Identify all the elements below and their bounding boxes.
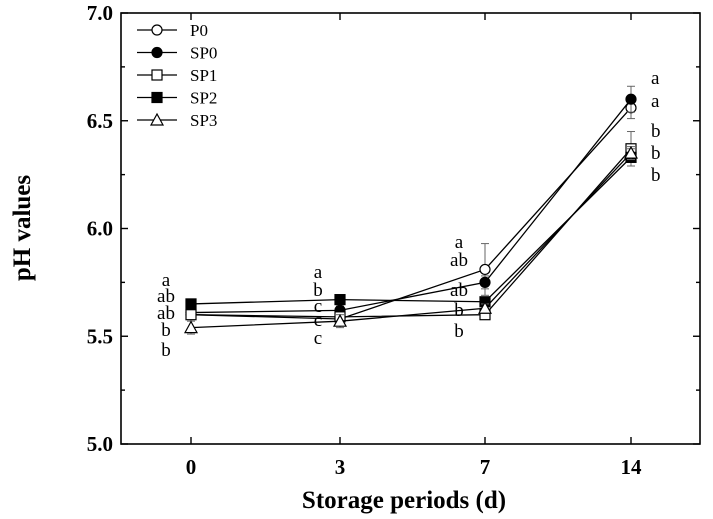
significance-label: a <box>162 270 171 291</box>
legend-item-sp2: SP2 <box>137 89 217 108</box>
data-point-sp3 <box>332 313 348 327</box>
significance-label: b <box>651 165 661 186</box>
legend-label: P0 <box>190 21 208 40</box>
x-tick-label: 7 <box>480 455 491 479</box>
legend-marker <box>151 69 163 81</box>
significance-label: ab <box>450 280 468 301</box>
y-tick-label: 5.5 <box>87 324 113 348</box>
legend-item-sp1: SP1 <box>137 66 217 85</box>
significance-label: ab <box>157 286 175 307</box>
data-point-sp3 <box>183 320 199 334</box>
significance-label: b <box>454 300 464 321</box>
data-point-sp0 <box>625 93 637 105</box>
data-point-sp3 <box>477 300 493 314</box>
legend-label: SP0 <box>190 44 217 63</box>
legend-item-p0: P0 <box>137 21 208 40</box>
y-tick-label: 6.5 <box>87 109 113 133</box>
significance-label: b <box>161 340 171 361</box>
legend-marker <box>151 24 163 36</box>
series-line-sp2 <box>190 156 632 305</box>
series-line-p0 <box>190 107 632 320</box>
significance-label: b <box>651 121 661 142</box>
legend: P0 SP0 SP1 SP2 SP3 <box>137 21 217 130</box>
data-point-sp1 <box>185 309 197 321</box>
x-tick-label: 14 <box>621 455 643 479</box>
x-tick-label: 0 <box>186 455 197 479</box>
data-series <box>183 85 639 335</box>
series-sp3 <box>183 145 639 335</box>
legend-item-sp3: SP3 <box>137 111 217 130</box>
y-axis-title: pH values <box>9 175 36 282</box>
significance-label: c <box>314 310 322 331</box>
series-sp1 <box>185 131 637 323</box>
legend-label: SP2 <box>190 89 217 108</box>
series-line-sp3 <box>190 152 632 329</box>
series-p0 <box>185 96 637 325</box>
series-sp2 <box>185 148 637 310</box>
data-point-sp2 <box>185 298 197 310</box>
significance-label: a <box>455 232 464 253</box>
y-tick-label: 7.0 <box>87 1 113 25</box>
series-line-sp0 <box>190 98 632 314</box>
legend-label: SP3 <box>190 111 217 130</box>
series-line-sp1 <box>190 148 632 318</box>
x-axis-title: Storage periods (d) <box>302 487 506 514</box>
significance-label: a <box>651 68 660 89</box>
y-tick-label: 6.0 <box>87 217 113 241</box>
legend-marker <box>151 91 163 104</box>
significance-label: a <box>651 91 660 112</box>
y-tick-label: 5.0 <box>87 432 113 456</box>
significance-label: ab <box>157 303 175 324</box>
legend-label: SP1 <box>190 66 217 85</box>
x-tick-label: 3 <box>335 455 346 479</box>
significance-label: b <box>313 280 323 301</box>
data-point-sp2 <box>334 294 346 306</box>
significance-label: ab <box>450 250 468 271</box>
tick-labels: 5.0 5.5 6.0 6.5 7.0 0 3 7 14 <box>87 1 642 479</box>
significance-label: b <box>651 143 661 164</box>
significance-label: b <box>161 320 171 341</box>
data-point-sp3 <box>623 145 639 159</box>
legend-marker <box>149 112 165 126</box>
significance-label: a <box>314 262 323 283</box>
legend-marker <box>151 46 163 59</box>
series-sp0 <box>185 85 637 319</box>
axis-ticks <box>121 12 700 445</box>
significance-label: b <box>454 321 464 342</box>
legend-item-sp0: SP0 <box>137 44 217 63</box>
data-point-p0 <box>479 263 491 276</box>
significance-label: c <box>314 328 322 349</box>
data-point-sp0 <box>479 276 491 288</box>
significance-label: c <box>314 296 322 317</box>
